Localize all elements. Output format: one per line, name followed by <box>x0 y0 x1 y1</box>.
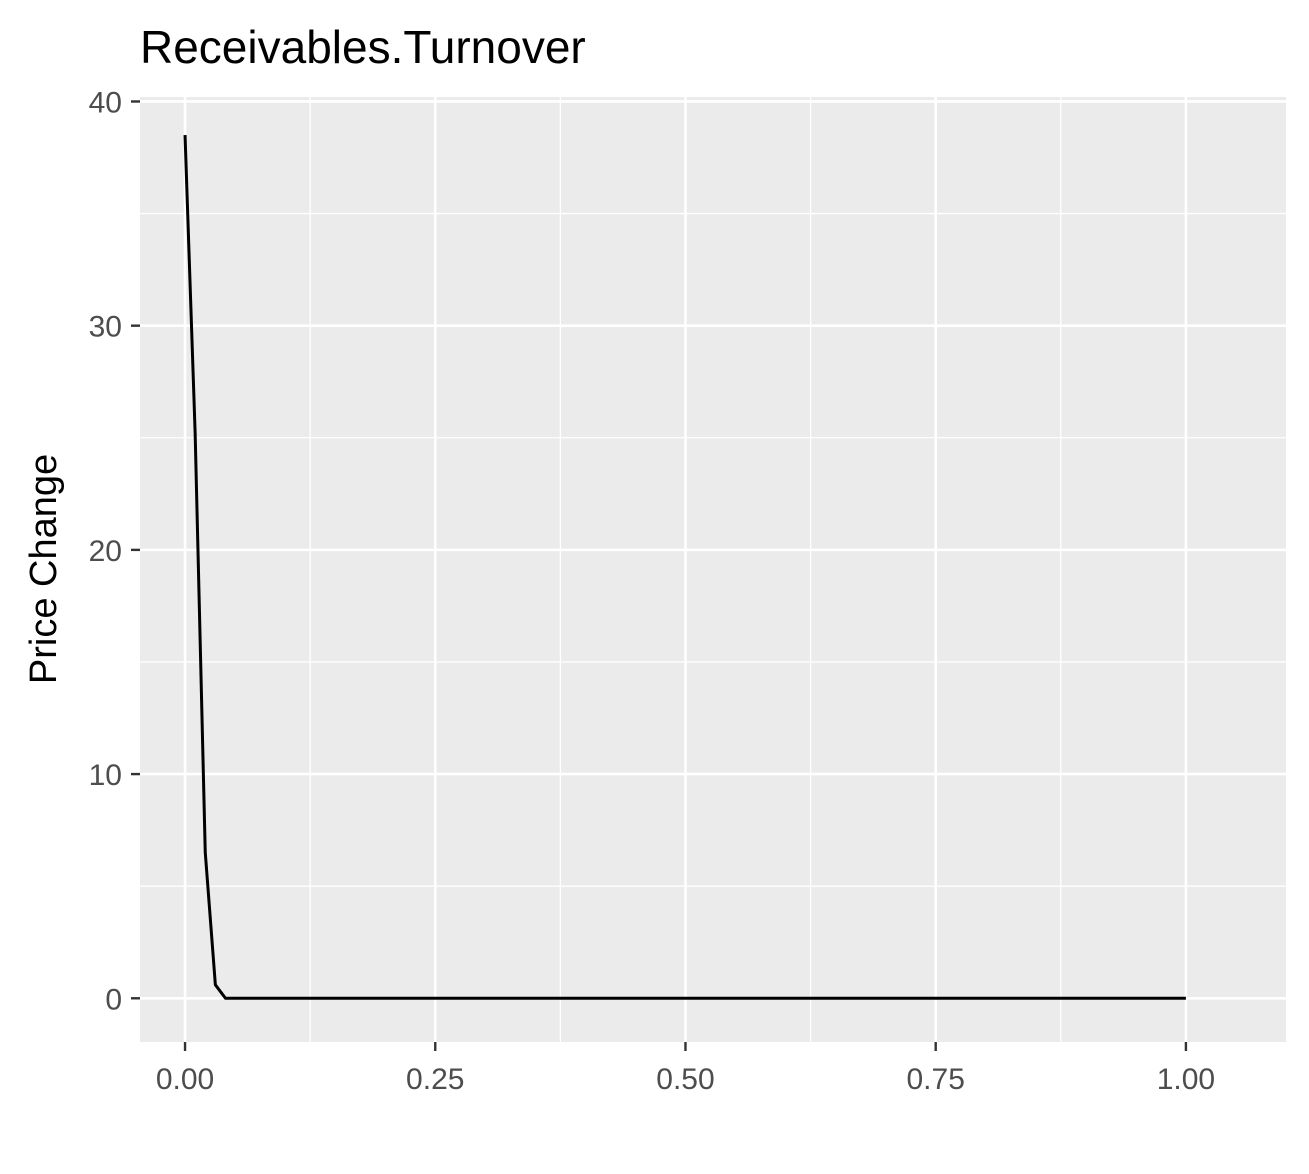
chart-title: Receivables.Turnover <box>140 21 586 73</box>
y-tick-label: 20 <box>89 535 122 568</box>
y-axis-title: Price Change <box>23 454 65 684</box>
x-axis: 0.00 0.25 0.50 0.75 1.00 <box>156 1042 1215 1096</box>
x-tick-label: 0.50 <box>656 1063 714 1096</box>
y-tick-label: 30 <box>89 311 122 344</box>
y-tick-label: 10 <box>89 759 122 792</box>
y-tick-label: 0 <box>105 983 122 1016</box>
grid-minor <box>140 97 1286 1042</box>
x-tick-label: 0.00 <box>156 1063 214 1096</box>
data-layer <box>183 135 1186 1000</box>
series-line-0 <box>183 135 1186 1000</box>
x-tick-label: 0.25 <box>406 1063 464 1096</box>
y-tick-label: 40 <box>89 86 122 119</box>
y-axis: 0 10 20 30 40 <box>89 86 140 1016</box>
x-tick-label: 0.75 <box>906 1063 964 1096</box>
plot-panel <box>140 97 1286 1042</box>
x-tick-label: 1.00 <box>1157 1063 1215 1096</box>
